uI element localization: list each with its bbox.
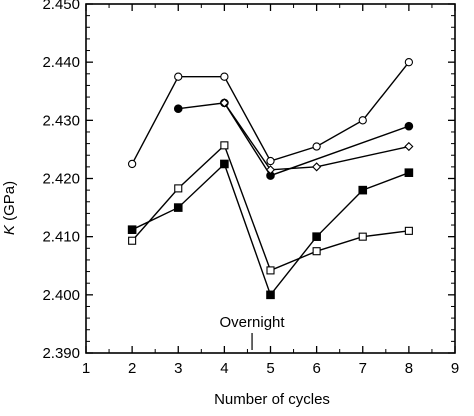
series-line-filled-circle — [178, 102, 410, 177]
series-line-open-circle — [131, 61, 410, 165]
data-point-open-circle — [404, 58, 414, 67]
data-point-open-circle — [127, 159, 137, 169]
data-point-open-square — [266, 266, 275, 275]
y-axis-title: K (GPa) — [1, 181, 18, 235]
y-axis-title-symbol: K — [1, 224, 18, 235]
data-point-open-circle — [358, 116, 367, 125]
x-tick-label: 9 — [451, 360, 459, 377]
data-point-open-square — [220, 141, 229, 150]
data-point-filled-square — [266, 290, 275, 300]
x-tick-label: 3 — [174, 360, 182, 377]
data-point-open-circle — [174, 72, 183, 81]
series-line-open-diamond — [223, 102, 410, 171]
series-markers — [127, 58, 414, 300]
data-point-open-circle — [312, 142, 321, 151]
data-point-filled-circle — [404, 121, 414, 131]
data-point-open-square — [128, 236, 137, 245]
annotation-label: Overnight — [220, 314, 286, 331]
y-tick-label: 2.450 — [42, 0, 80, 13]
data-point-open-diamond — [404, 141, 414, 152]
data-point-filled-square — [404, 168, 414, 177]
data-point-open-square — [358, 232, 367, 241]
y-axis-title-unit: (GPa) — [1, 181, 18, 225]
data-point-filled-square — [127, 225, 137, 234]
x-axis-title: Number of cycles — [214, 391, 330, 408]
annotation: Overnight — [220, 314, 286, 350]
data-point-open-square — [174, 184, 183, 193]
data-point-open-circle — [266, 156, 275, 166]
y-tick-label: 2.410 — [42, 229, 80, 246]
y-tick-label: 2.400 — [42, 287, 80, 304]
x-tick-label: 8 — [405, 360, 413, 377]
data-point-filled-square — [312, 232, 321, 241]
x-axis-ticks: 1 2 3 4 5 6 7 8 9 — [82, 4, 459, 377]
data-point-filled-circle — [173, 104, 183, 113]
data-point-open-diamond — [312, 162, 322, 172]
y-tick-label: 2.390 — [42, 345, 80, 362]
x-tick-label: 4 — [220, 360, 228, 377]
y-axis-ticks: 2.390 2.400 2.410 2.420 2.430 2.440 2.450 — [42, 0, 455, 362]
x-tick-label: 2 — [128, 360, 136, 377]
data-point-open-diamond — [219, 98, 229, 108]
x-tick-label: 6 — [312, 360, 320, 377]
data-point-open-circle — [220, 72, 229, 81]
data-point-open-diamond — [265, 165, 276, 175]
data-point-filled-square — [358, 185, 368, 195]
y-tick-label: 2.420 — [42, 171, 80, 188]
data-point-filled-square — [220, 159, 229, 169]
x-tick-label: 1 — [82, 360, 90, 377]
y-tick-label: 2.430 — [42, 112, 80, 129]
x-tick-label: 7 — [359, 360, 367, 377]
data-point-open-square — [404, 226, 413, 235]
series-line-filled-square — [131, 162, 410, 297]
x-tick-label: 5 — [266, 360, 274, 377]
data-point-open-square — [312, 247, 321, 256]
y-tick-label: 2.440 — [42, 54, 80, 71]
data-point-filled-square — [173, 203, 183, 212]
